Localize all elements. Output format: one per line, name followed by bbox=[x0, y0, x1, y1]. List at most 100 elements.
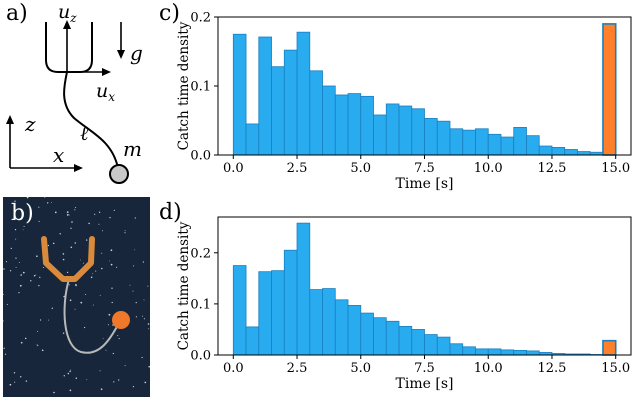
histogram-bar bbox=[309, 289, 323, 356]
star-dot bbox=[47, 244, 50, 247]
star-dot bbox=[3, 293, 4, 296]
frame-x-arrowhead bbox=[74, 164, 83, 172]
star-dot bbox=[22, 229, 24, 231]
star-dot bbox=[38, 284, 40, 287]
star-dot bbox=[19, 376, 22, 378]
star-dot bbox=[95, 270, 97, 272]
star-dot bbox=[98, 211, 101, 213]
star-dot bbox=[134, 249, 136, 251]
x-tick-label: 5.0 bbox=[350, 161, 371, 176]
histogram-bar bbox=[436, 120, 451, 156]
star-dot bbox=[99, 294, 101, 296]
histogram-bar bbox=[232, 33, 247, 156]
star-dot bbox=[102, 337, 104, 339]
star-dot bbox=[24, 337, 27, 340]
star-dot bbox=[51, 202, 53, 203]
star-dot bbox=[39, 276, 41, 279]
histogram-bar bbox=[296, 222, 311, 356]
star-dot bbox=[110, 263, 113, 266]
star-dot bbox=[135, 301, 137, 304]
histogram-bar bbox=[449, 128, 464, 156]
star-dot bbox=[48, 319, 49, 321]
star-dot bbox=[112, 352, 114, 355]
histogram-bar bbox=[398, 325, 413, 356]
histogram-bar bbox=[475, 348, 489, 356]
star-dot bbox=[88, 222, 90, 225]
star-dot bbox=[69, 299, 72, 302]
histogram-bar bbox=[526, 350, 540, 356]
histogram-bar bbox=[500, 349, 515, 356]
star-dot bbox=[142, 315, 143, 317]
x-tick-label: 7.5 bbox=[414, 361, 435, 376]
y-tick-label: 0.2 bbox=[190, 11, 211, 26]
star-dot bbox=[132, 386, 134, 388]
histogram-bar bbox=[258, 36, 272, 156]
star-dot bbox=[13, 372, 16, 374]
star-dot bbox=[132, 290, 134, 292]
star-dot bbox=[124, 232, 126, 234]
star-dot bbox=[9, 383, 12, 386]
histogram-bar bbox=[322, 85, 336, 156]
star-dot bbox=[35, 274, 37, 276]
star-dot bbox=[54, 211, 57, 214]
star-dot bbox=[62, 253, 65, 255]
star-dot bbox=[3, 347, 5, 349]
star-dot bbox=[143, 299, 145, 301]
m-label: m bbox=[123, 137, 142, 161]
x-tick-label: 7.5 bbox=[414, 161, 435, 176]
histogram-bar bbox=[347, 93, 362, 156]
star-dot bbox=[147, 285, 149, 287]
y-tick-label: 0.2 bbox=[190, 246, 211, 261]
histogram-bar bbox=[538, 145, 553, 156]
star-dot bbox=[15, 257, 17, 259]
star-dot bbox=[144, 381, 147, 384]
histogram-bar bbox=[475, 128, 489, 156]
star-dot bbox=[124, 230, 126, 232]
histogram-bar bbox=[462, 129, 476, 156]
star-dot bbox=[143, 318, 145, 320]
star-dot bbox=[118, 338, 120, 340]
y-tick-label: 0.1 bbox=[190, 297, 211, 312]
histogram-d: 0.0 2.5 5.0 7.5 10.0 12.5 15.0 0.0 0.1 0.2 Time [s… bbox=[176, 216, 632, 392]
star-dot bbox=[26, 197, 29, 199]
histogram-bar bbox=[283, 249, 298, 356]
star-dot bbox=[112, 324, 114, 326]
star-dot bbox=[75, 284, 77, 287]
star-dot bbox=[74, 209, 76, 211]
histogram-bar bbox=[258, 271, 272, 356]
star-dot bbox=[63, 375, 65, 377]
star-dot bbox=[141, 356, 143, 359]
histogram-bar bbox=[411, 329, 425, 356]
star-dot bbox=[109, 260, 111, 262]
star-dot bbox=[3, 320, 4, 322]
ux-arrowhead bbox=[102, 68, 111, 76]
star-dot bbox=[80, 301, 83, 304]
star-dot bbox=[66, 211, 69, 213]
star-dot bbox=[39, 319, 42, 321]
star-dot bbox=[14, 228, 17, 231]
schematic-diagram: uz ux g ℓ m z x bbox=[6, 1, 143, 184]
star-dot bbox=[37, 330, 39, 332]
y-tick-label: 0.0 bbox=[190, 149, 211, 164]
star-dot bbox=[36, 344, 38, 346]
z-label: z bbox=[24, 112, 36, 136]
star-dot bbox=[66, 214, 69, 216]
star-dot bbox=[15, 267, 17, 268]
star-dot bbox=[15, 238, 17, 240]
star-dot bbox=[108, 313, 111, 316]
star-dot bbox=[117, 335, 119, 337]
histogram-bar bbox=[487, 348, 502, 356]
sim-cup bbox=[41, 236, 95, 282]
star-dot bbox=[80, 259, 82, 261]
star-dot bbox=[14, 200, 16, 202]
star-dot bbox=[86, 379, 88, 381]
star-dot bbox=[14, 381, 16, 383]
star-dot bbox=[69, 370, 71, 373]
x-tick-label: 0.0 bbox=[223, 361, 244, 376]
histogram-bar bbox=[411, 108, 425, 156]
star-dot bbox=[20, 274, 23, 276]
uz-arrowhead bbox=[63, 20, 71, 29]
star-dot bbox=[38, 220, 40, 222]
panel-label-d: d) bbox=[159, 200, 182, 225]
histogram-bar bbox=[271, 270, 285, 356]
